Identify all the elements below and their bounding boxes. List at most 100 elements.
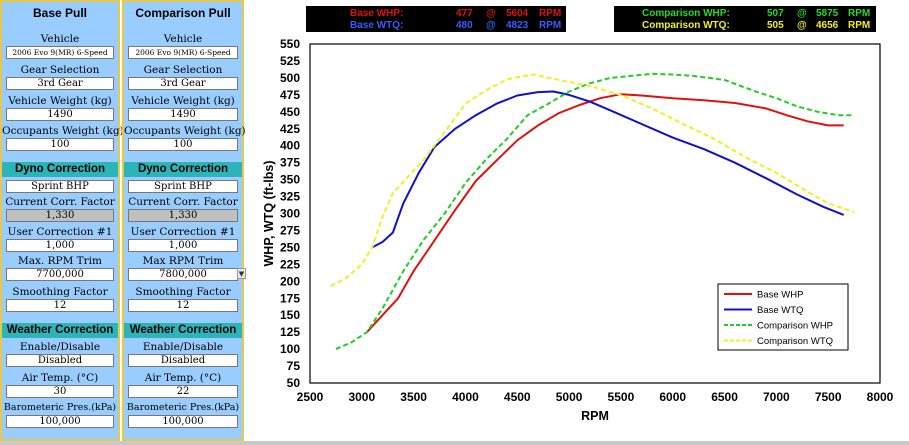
base-whp-rpm-unit: RPM xyxy=(539,8,562,19)
comp-weather-correction-header: Weather Correction xyxy=(124,323,242,338)
base-gear-field[interactable]: 3rd Gear xyxy=(6,77,114,90)
comp-user-corr-label: User Correction #1 xyxy=(130,226,236,238)
base-whp-at: @ xyxy=(486,8,496,19)
base-weight-field[interactable]: 1490 xyxy=(6,108,114,121)
y-tick-label: 350 xyxy=(280,173,300,187)
base-corr-label: Current Corr. Factor xyxy=(5,196,115,208)
base-vehicle-field[interactable]: 2006 Evo 9(MR) 6-Speed xyxy=(6,46,114,59)
base-baro-label: Barometeric Pres.(kPa) xyxy=(3,402,117,413)
legend-label: Base WHP xyxy=(757,290,803,301)
base-enable-field[interactable]: Disabled xyxy=(6,354,114,367)
base-peak-summary: Base WHP: 477 @ 5604 RPM Base WTQ: 480 @… xyxy=(306,6,566,32)
comp-vehicle-label: Vehicle xyxy=(163,33,203,45)
base-enable-label: Enable/Disable xyxy=(19,341,101,353)
x-tick-label: 7500 xyxy=(815,390,842,404)
comp-baro-field[interactable]: 100,000 xyxy=(128,415,238,428)
comp-baro-label: Barometeric Pres.(kPa) xyxy=(126,402,240,413)
y-tick-label: 150 xyxy=(280,308,300,322)
comp-whp-at: @ xyxy=(797,8,807,19)
base-wtq-peak-row: Base WTQ: 480 @ 4823 RPM xyxy=(306,20,566,32)
base-occupants-field[interactable]: 100 xyxy=(6,138,114,151)
chevron-down-icon: ▼ xyxy=(238,270,245,278)
x-tick-label: 8000 xyxy=(867,390,894,404)
y-tick-label: 250 xyxy=(280,240,300,254)
x-tick-label: 6000 xyxy=(659,390,686,404)
legend-label: Comparison WTQ xyxy=(757,336,833,347)
base-wtq-peak-rpm: 4823 xyxy=(506,20,529,31)
x-tick-label: 6500 xyxy=(711,390,738,404)
x-tick-label: 4500 xyxy=(504,390,531,404)
base-whp-peak-label: Base WHP: xyxy=(350,8,404,19)
comp-enable-field[interactable]: Disabled xyxy=(128,354,238,367)
comp-dyno-field[interactable]: Sprint BHP xyxy=(128,180,238,193)
comp-whp-rpm-unit: RPM xyxy=(848,8,871,19)
comparison-peak-summary: Comparison WHP: 507 @ 5875 RPM Compariso… xyxy=(614,6,876,32)
base-vehicle-label: Vehicle xyxy=(40,33,80,45)
base-rpm-trim-field[interactable]: 7700,000 xyxy=(6,268,114,281)
y-tick-label: 75 xyxy=(287,359,301,373)
bottom-scroll-edge xyxy=(0,441,909,445)
x-tick-label: 2500 xyxy=(297,390,324,404)
comp-wtq-peak-label: Comparison WTQ: xyxy=(642,20,730,31)
chart-legend: Base WHP Base WTQ Comparison WHP Comparison… xyxy=(717,283,849,351)
y-tick-label: 325 xyxy=(280,190,300,204)
comp-enable-label: Enable/Disable xyxy=(142,341,224,353)
comp-gear-field[interactable]: 3rd Gear xyxy=(128,77,238,90)
comp-dyno-correction-header: Dyno Correction xyxy=(124,162,242,177)
comp-vehicle-field[interactable]: 2006 Evo 9(MR) 6-Speed xyxy=(128,46,238,59)
base-occupants-label: Occupants Weight (kg) xyxy=(2,125,124,137)
base-wtq-at: @ xyxy=(486,20,496,31)
y-tick-label: 50 xyxy=(287,376,301,390)
y-tick-label: 375 xyxy=(280,156,300,170)
base-wtq-rpm-unit: RPM xyxy=(539,20,562,31)
base-corr-field: 1,330 xyxy=(6,209,114,222)
comp-whp-peak-rpm: 5875 xyxy=(816,8,839,19)
base-pull-panel: Base Pull Vehicle 2006 Evo 9(MR) 6-Speed… xyxy=(0,0,124,441)
y-tick-label: 300 xyxy=(280,207,300,221)
series-line-base-wtq xyxy=(371,90,845,249)
comp-air-temp-field[interactable]: 22 xyxy=(128,385,238,398)
x-tick-label: 7000 xyxy=(763,390,790,404)
base-baro-field[interactable]: 100,000 xyxy=(6,415,114,428)
y-tick-label: 225 xyxy=(280,257,300,271)
comp-rpm-trim-field[interactable]: 7800,000 xyxy=(128,268,238,281)
comp-wtq-peak-value: 505 xyxy=(767,20,784,31)
y-axis-title: WHP, WTQ (ft-lbs) xyxy=(262,161,276,267)
base-dyno-field[interactable]: Sprint BHP xyxy=(6,180,114,193)
base-smoothing-label: Smoothing Factor xyxy=(12,286,108,298)
base-smoothing-field[interactable]: 12 xyxy=(6,299,114,312)
series-line-base-whp xyxy=(366,93,844,333)
base-whp-peak-row: Base WHP: 477 @ 5604 RPM xyxy=(306,8,566,20)
base-air-temp-field[interactable]: 30 xyxy=(6,385,114,398)
comp-air-temp-label: Air Temp. (°C) xyxy=(144,372,222,384)
x-tick-label: 5500 xyxy=(608,390,635,404)
comp-whp-peak-label: Comparison WHP: xyxy=(642,8,730,19)
series-lines xyxy=(330,72,855,351)
comp-weight-field[interactable]: 1490 xyxy=(128,108,238,121)
comp-rpm-trim-label: Max RPM Trim xyxy=(142,255,224,267)
comp-whp-peak-row: Comparison WHP: 507 @ 5875 RPM xyxy=(614,8,876,20)
y-tick-label: 475 xyxy=(280,88,300,102)
base-weight-label: Vehicle Weight (kg) xyxy=(8,95,112,107)
base-user-corr-field[interactable]: 1,000 xyxy=(6,239,114,252)
y-tick-label: 525 xyxy=(280,54,300,68)
y-axis-ticks: 50 75 100 125 150 175 200 225 250 275 300 325 350 375… xyxy=(280,37,300,390)
comparison-pull-panel: Comparison Pull Vehicle 2006 Evo 9(MR) 6… xyxy=(122,0,246,441)
y-tick-label: 400 xyxy=(280,139,300,153)
base-gear-label: Gear Selection xyxy=(20,64,100,76)
comp-gear-label: Gear Selection xyxy=(143,64,223,76)
comparison-pull-title: Comparison Pull xyxy=(124,4,242,22)
comp-occupants-field[interactable]: 100 xyxy=(128,138,238,151)
base-whp-peak-rpm: 5604 xyxy=(506,8,529,19)
y-tick-label: 125 xyxy=(280,325,300,339)
base-user-corr-label: User Correction #1 xyxy=(7,226,113,238)
comp-user-corr-field[interactable]: 1,000 xyxy=(128,239,238,252)
comp-smoothing-label: Smoothing Factor xyxy=(135,286,231,298)
base-dyno-correction-header: Dyno Correction xyxy=(2,162,118,177)
comp-wtq-at: @ xyxy=(797,20,807,31)
rpm-trim-dropdown-button[interactable]: ▼ xyxy=(237,268,246,279)
comp-wtq-peak-rpm: 4656 xyxy=(816,20,839,31)
comp-smoothing-field[interactable]: 12 xyxy=(128,299,238,312)
base-air-temp-label: Air Temp. (°C) xyxy=(21,372,99,384)
x-axis-ticks: 2500 3000 3500 4000 4500 5000 5500 6000 6500 7000… xyxy=(297,390,894,404)
